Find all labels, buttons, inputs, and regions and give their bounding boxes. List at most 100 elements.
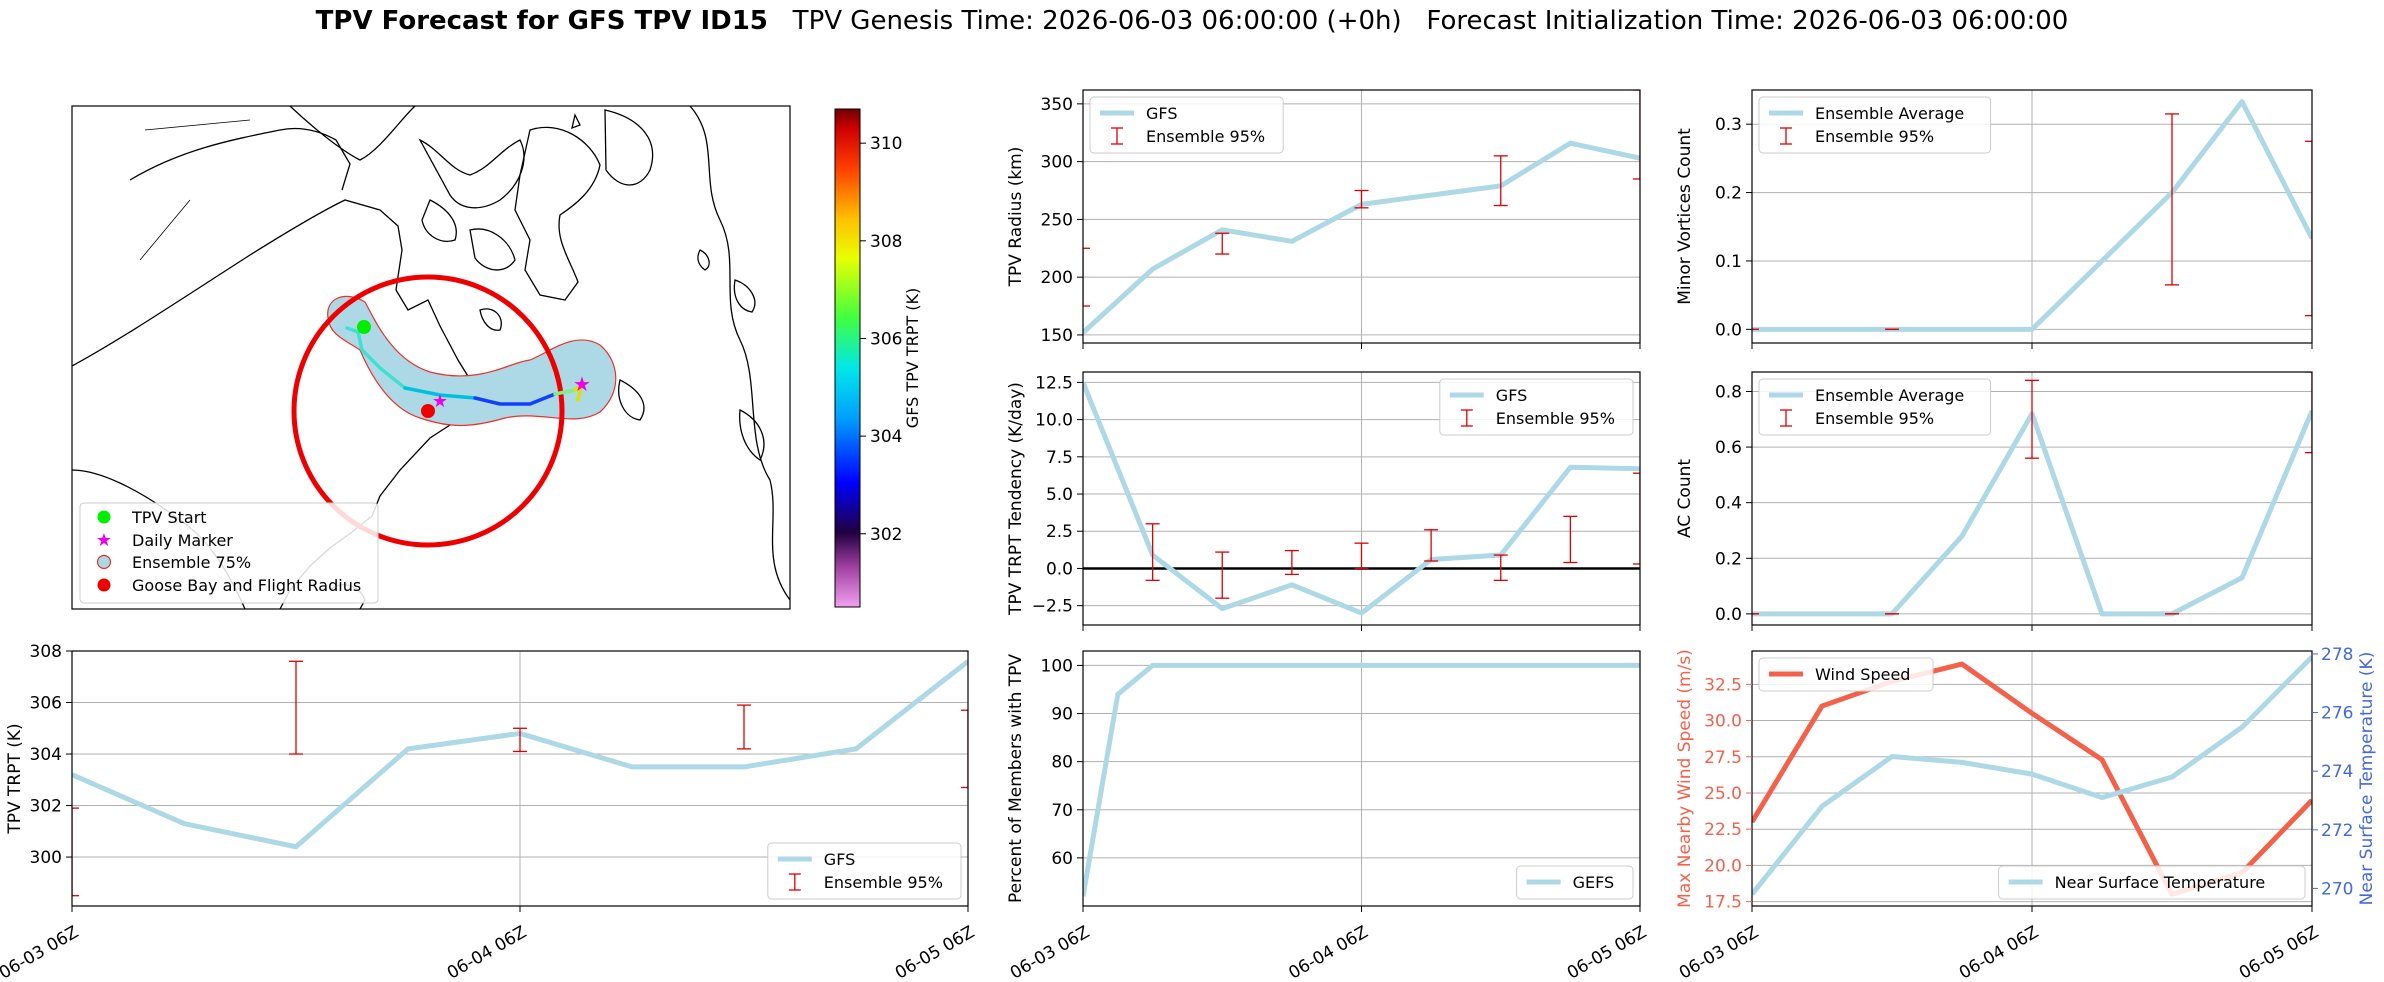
y-tick-label: 2.5 — [1046, 522, 1073, 542]
legend-label: Ensemble 95% — [1815, 127, 1934, 146]
legend-goosebay-icon — [97, 578, 111, 592]
x-tick-label: 06-04 06Z — [444, 922, 530, 982]
legend-label: Ensemble 95% — [824, 873, 943, 892]
y-tick-label: 0.2 — [1715, 184, 1742, 204]
x-tick-label: 06-05 06Z — [892, 922, 978, 982]
legend-label: Ensemble 75% — [132, 553, 251, 572]
map-legend: ★ TPV Start Daily Marker Ensemble 75% Go… — [79, 502, 379, 604]
map-coastlines — [72, 106, 790, 609]
legend-label: Ensemble 95% — [1496, 409, 1615, 428]
legend-label: TPV Start — [131, 508, 207, 527]
chart-members: 60 70 80 90 100 Percent of Members with TPV 06… — [1006, 650, 1650, 982]
y-tick-label: 302 — [30, 797, 62, 817]
legend-label: GFS — [824, 850, 855, 869]
y-tick-label: 70 — [1051, 801, 1073, 821]
x-tick-label: 06-04 06Z — [1956, 922, 2042, 982]
series-line-1 — [1752, 655, 2312, 896]
y-tick-label: 150 — [1041, 326, 1073, 346]
y2-tick-label: 276 — [2321, 704, 2353, 724]
legend-label: Daily Marker — [132, 531, 233, 550]
y-tick-label: 100 — [1041, 656, 1073, 676]
x-tick-label: 06-03 06Z — [0, 922, 82, 982]
y-axis-label: Percent of Members with TPV — [1006, 654, 1026, 903]
chart-minor: 0.0 0.1 0.2 0.3 Minor Vortices Count Ensemble… — [1675, 89, 2313, 349]
colorbar-tick-label: 310 — [870, 134, 902, 154]
legend: Ensemble Average Ensemble 95% — [1758, 96, 1992, 154]
legend-label: Ensemble Average — [1815, 104, 1964, 123]
y-tick-label: 10.0 — [1035, 411, 1073, 431]
colorbar-tick-label: 304 — [870, 427, 902, 447]
legend-box — [1758, 96, 1992, 154]
y-tick-label: 0.0 — [1715, 605, 1742, 625]
y-tick-label: 308 — [30, 642, 62, 662]
y-tick-label: 12.5 — [1035, 373, 1073, 393]
y-tick-label: 0.8 — [1715, 382, 1742, 402]
y-axis-label: TPV TRPT Tendency (K/day) — [1006, 382, 1026, 616]
y-tick-label: 32.5 — [1704, 675, 1742, 695]
series-line-0 — [1752, 99, 2312, 332]
ensemble-75-region — [327, 295, 617, 427]
series-line-0 — [1083, 662, 1640, 897]
y-tick-label: 0.0 — [1715, 320, 1742, 340]
legend-star-icon: ★ — [96, 530, 112, 551]
legend-box — [1758, 657, 1934, 692]
colorbar-label: GFS TPV TRPT (K) — [903, 288, 922, 428]
tpv-start-marker — [357, 320, 371, 334]
y-tick-label: 27.5 — [1704, 748, 1742, 768]
y-tick-label: 90 — [1051, 705, 1073, 725]
y2-tick-label: 278 — [2321, 645, 2353, 665]
y-tick-label: 300 — [1041, 153, 1073, 173]
legend-label: Ensemble 95% — [1815, 409, 1934, 428]
y-axis-label: TPV TRPT (K) — [5, 723, 25, 834]
y-tick-label: 200 — [1041, 268, 1073, 288]
y-axis-label: Minor Vortices Count — [1675, 128, 1695, 305]
legend: GFS Ensemble 95% — [1439, 378, 1634, 436]
colorbar-tick-label: 302 — [870, 525, 902, 545]
y-tick-label: 250 — [1041, 210, 1073, 230]
y-tick-label: 0.0 — [1046, 559, 1073, 579]
chart-tendency: −2.5 0.0 2.5 5.0 7.5 10.0 12.5 TPV TRPT Tendenc… — [1006, 371, 1641, 631]
y2-axis-label: Near Surface Temperature (K) — [2357, 652, 2377, 906]
y2-tick-label: 270 — [2321, 879, 2353, 899]
legend-label: GEFS — [1573, 873, 1615, 892]
chart-data-layer — [1083, 662, 1640, 897]
y-axis-label: TPV Radius (km) — [1006, 147, 1026, 288]
chart-data-layer — [72, 659, 968, 897]
y-tick-label: 17.5 — [1704, 893, 1742, 913]
daily-marker-star-2: ★ — [573, 372, 591, 396]
y2-tick-label: 274 — [2321, 762, 2353, 782]
legend: Wind Speed — [1758, 657, 1934, 692]
chart-wind: 17.5 20.0 22.5 25.0 27.5 30.0 32.5 Max Nearby W… — [1675, 645, 2377, 982]
chart-data-layer — [1752, 372, 2312, 617]
y-tick-label: 25.0 — [1704, 784, 1742, 804]
y-tick-label: 306 — [30, 694, 62, 714]
y-tick-label: 0.2 — [1715, 549, 1742, 569]
figure-title: TPV Forecast for GFS TPV ID15 TPV Genesi… — [0, 6, 2384, 36]
legend-label: Ensemble Average — [1815, 386, 1964, 405]
y-tick-label: 350 — [1041, 95, 1073, 115]
legend-secondary: Near Surface Temperature — [1998, 865, 2306, 900]
legend-box — [1089, 96, 1284, 154]
figure-title-bold: TPV Forecast for GFS TPV ID15 — [315, 6, 768, 36]
colorbar-ticks: 302 304 306 308 310 — [860, 134, 902, 545]
y-tick-label: 5.0 — [1046, 485, 1073, 505]
series-line-0 — [1083, 381, 1640, 616]
legend-box — [1516, 865, 1634, 900]
chart-trpt: 300 302 304 306 308 TPV TRPT (K) 06-03 06Z 06-0… — [0, 642, 978, 982]
y-axis-label: AC Count — [1675, 459, 1695, 538]
legend-label: Ensemble 95% — [1146, 127, 1265, 146]
legend-box — [1998, 865, 2306, 900]
legend-label: Wind Speed — [1815, 665, 1910, 684]
tpv-track — [345, 326, 586, 406]
colorbar — [834, 108, 861, 608]
y-tick-label: 300 — [30, 848, 62, 868]
y-tick-label: 0.6 — [1715, 438, 1742, 458]
y-tick-label: 30.0 — [1704, 712, 1742, 732]
legend-box — [1439, 378, 1634, 436]
x-tick-label: 06-05 06Z — [2236, 922, 2322, 982]
chart-data-layer — [1083, 381, 1640, 616]
y-axis-label: Max Nearby Wind Speed (m/s) — [1675, 649, 1695, 908]
y-tick-label: 22.5 — [1704, 820, 1742, 840]
